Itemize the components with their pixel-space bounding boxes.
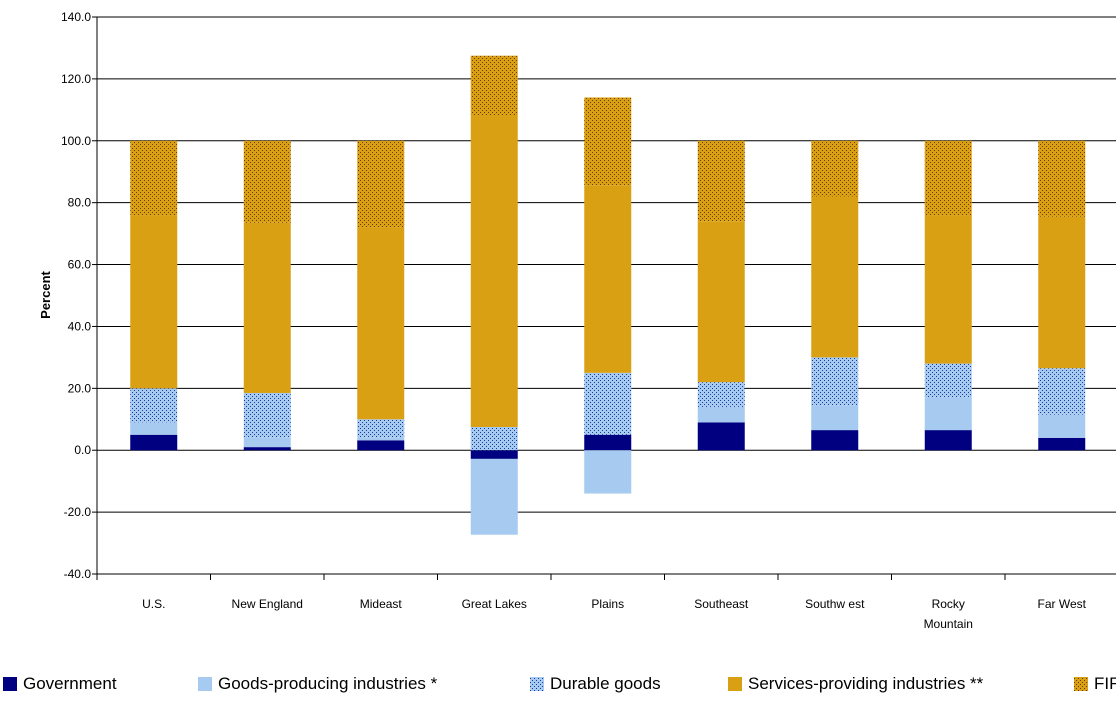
- x-tick-label: Rocky Mountain: [924, 597, 973, 631]
- bar-segment: [470, 427, 518, 451]
- y-tick-label: 140.0: [61, 10, 91, 24]
- legend-swatch: [1074, 677, 1088, 691]
- legend-swatch: [728, 677, 742, 691]
- bar-segment: [243, 140, 291, 223]
- x-tick-label: U.S.: [142, 597, 165, 611]
- bar-segment: [584, 434, 632, 451]
- bar-segment: [130, 215, 178, 389]
- bar-segment: [811, 357, 859, 406]
- y-axis-label: Percent: [38, 270, 53, 318]
- legend-label: Services-providing industries **: [748, 674, 984, 693]
- bar-segment: [924, 140, 972, 216]
- bar-segment: [811, 405, 859, 431]
- bar-segment: [130, 422, 178, 435]
- y-tick-label: -20.0: [64, 505, 92, 519]
- bar-segment: [470, 116, 518, 428]
- y-tick-labels: -40.0 -20.0 0.0 20.0 40.0 60.0 80.0 100.0 120.0 1…: [61, 10, 91, 581]
- y-tick-label: 80.0: [68, 196, 92, 210]
- legend-swatch: [530, 677, 544, 691]
- bar-segment: [697, 221, 745, 383]
- bar-segment: [697, 406, 745, 423]
- bar-segment: [924, 215, 972, 364]
- bar-segment: [924, 397, 972, 431]
- bar-segment: [357, 437, 405, 441]
- bar-segment: [584, 97, 632, 186]
- bar-segment: [1038, 216, 1086, 369]
- y-tick-label: 60.0: [68, 258, 92, 272]
- bar-segment: [811, 196, 859, 358]
- bar-segment: [697, 382, 745, 407]
- legend-swatch: [3, 677, 17, 691]
- bar-segment: [357, 140, 405, 228]
- bar-segment: [1038, 368, 1086, 415]
- x-tick-label: New England: [232, 597, 303, 611]
- legend: Government Goods-producing industries * Du…: [3, 674, 1116, 693]
- bar-segment: [130, 140, 178, 216]
- x-tick-label: Southw est: [805, 597, 865, 611]
- bar-segment: [924, 430, 972, 451]
- legend-label: Goods-producing industries *: [218, 674, 438, 693]
- bar-segment: [243, 392, 291, 438]
- bar-segment: [357, 419, 405, 438]
- bar-segment: [130, 388, 178, 423]
- bar-segment: [584, 185, 632, 373]
- y-tick-label: -40.0: [64, 567, 92, 581]
- x-tick-label: Plains: [591, 597, 624, 611]
- bars: [130, 55, 1086, 535]
- legend-swatch: [198, 677, 212, 691]
- x-tick-label: Mideast: [360, 597, 403, 611]
- x-tick-label: Great Lakes: [462, 597, 527, 611]
- bar-segment: [470, 458, 518, 535]
- bar-segment: [470, 450, 518, 459]
- axes: [92, 16, 1116, 580]
- bar-segment: [243, 222, 291, 393]
- y-tick-label: 0.0: [74, 443, 91, 457]
- x-tick-label: Far West: [1038, 597, 1087, 611]
- y-tick-label: 20.0: [68, 381, 92, 395]
- y-tick-label: 40.0: [68, 319, 92, 333]
- bar-segment: [357, 440, 405, 451]
- bar-segment: [584, 372, 632, 435]
- bar-segment: [697, 140, 745, 222]
- bar-segment: [1038, 414, 1086, 438]
- y-tick-label: 120.0: [61, 72, 91, 86]
- legend-label: Government: [23, 674, 117, 693]
- bar-segment: [584, 450, 632, 494]
- bar-segment: [697, 422, 745, 451]
- bar-segment: [357, 227, 405, 420]
- legend-label: Durable goods: [550, 674, 661, 693]
- x-tick-labels: U.S. New England Mideast Great Lakes Plains S…: [142, 597, 1087, 631]
- bar-segment: [1038, 140, 1086, 217]
- x-tick-label: Southeast: [694, 597, 749, 611]
- bar-segment: [243, 447, 291, 451]
- bar-segment: [243, 437, 291, 448]
- legend-label: FIR: [1094, 674, 1116, 693]
- y-tick-label: 100.0: [61, 134, 91, 148]
- bar-segment: [924, 363, 972, 398]
- bar-segment: [811, 140, 859, 197]
- bar-segment: [1038, 437, 1086, 451]
- bar-segment: [130, 434, 178, 451]
- bar-segment: [470, 55, 518, 117]
- bar-segment: [811, 430, 859, 451]
